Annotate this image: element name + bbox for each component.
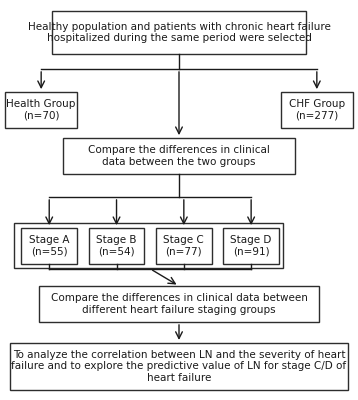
Text: Stage A
(n=55): Stage A (n=55)	[29, 235, 69, 257]
Text: Stage D
(n=91): Stage D (n=91)	[231, 235, 272, 257]
FancyBboxPatch shape	[281, 92, 353, 128]
FancyBboxPatch shape	[21, 228, 77, 264]
Text: Health Group
(n=70): Health Group (n=70)	[6, 99, 76, 121]
FancyBboxPatch shape	[39, 286, 319, 322]
FancyBboxPatch shape	[5, 92, 77, 128]
Text: Compare the differences in clinical
data between the two groups: Compare the differences in clinical data…	[88, 145, 270, 167]
FancyBboxPatch shape	[89, 228, 144, 264]
Text: CHF Group
(n=277): CHF Group (n=277)	[289, 99, 345, 121]
FancyBboxPatch shape	[10, 343, 348, 390]
Text: Healthy population and patients with chronic heart failure
hospitalized during t: Healthy population and patients with chr…	[28, 22, 330, 43]
FancyBboxPatch shape	[63, 138, 295, 174]
FancyBboxPatch shape	[156, 228, 212, 264]
Text: Stage C
(n=77): Stage C (n=77)	[164, 235, 204, 257]
Text: Compare the differences in clinical data between
different heart failure staging: Compare the differences in clinical data…	[50, 293, 308, 315]
Text: Stage B
(n=54): Stage B (n=54)	[96, 235, 137, 257]
FancyBboxPatch shape	[223, 228, 279, 264]
Text: To analyze the correlation between LN and the severity of heart
failure and to e: To analyze the correlation between LN an…	[11, 350, 347, 383]
FancyBboxPatch shape	[52, 11, 306, 54]
